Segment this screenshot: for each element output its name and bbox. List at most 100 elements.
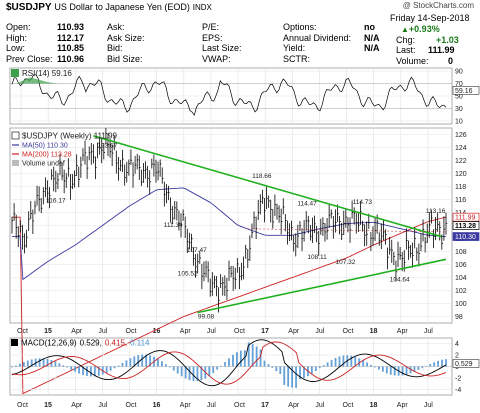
x-tick-label: 15: [44, 328, 52, 335]
rsi-overbought-fill: [16, 77, 58, 84]
macd-histogram-bar: [405, 366, 408, 375]
macd-histogram-bar: [354, 356, 357, 367]
quote-label: Bid Size:: [107, 53, 143, 64]
change-percent: ▲+0.93%: [401, 24, 440, 34]
price-annotation: 113.16: [426, 208, 446, 215]
macd-histogram-bar: [283, 366, 286, 385]
chart-header: $USDJPY US Dollar to Japanese Yen (EOD) …: [6, 2, 212, 13]
x-tick-label-bottom: Jul: [424, 402, 433, 409]
macd-histogram-bar: [15, 365, 17, 367]
x-tick-label: Jul: [315, 328, 324, 335]
macd-histogram-bar: [137, 355, 140, 367]
macd-histogram-bar: [26, 360, 29, 367]
price-annotation: 111.34: [164, 222, 183, 229]
x-tick-label: Apr: [180, 328, 192, 335]
macd-histogram-bar: [18, 363, 21, 367]
macd-histogram-bar: [42, 358, 45, 367]
macd-histogram-bar: [168, 366, 171, 368]
exchange: INDX: [192, 3, 212, 12]
macd-histogram-bar: [172, 366, 175, 371]
macd-legend-part: 0.529,: [80, 339, 102, 348]
x-tick-label-bottom: Apr: [397, 402, 409, 409]
quote-value: 112.17: [57, 32, 85, 43]
price-annotation: 116.17: [46, 197, 66, 204]
price-value-marker: [452, 221, 480, 230]
macd-histogram-bar: [62, 365, 65, 367]
volume-value: 0: [448, 56, 454, 66]
macd-histogram-bar: [429, 364, 432, 367]
reference-line: [247, 228, 447, 233]
quote-label: Last Size:: [202, 43, 242, 53]
macd-histogram-bar: [326, 362, 329, 367]
x-tick-label: 17: [261, 328, 269, 335]
macd-legend-swatch: [11, 339, 18, 346]
macd-histogram-bar: [334, 357, 337, 367]
x-tick-label-bottom: 17: [261, 402, 269, 409]
volume-legend-swatch: [12, 160, 19, 166]
macd-histogram-bar: [86, 366, 88, 376]
macd-histogram-bar: [314, 366, 317, 372]
macd-histogram-bar: [255, 346, 258, 367]
quote-label: EPS:: [202, 32, 223, 43]
macd-histogram-bar: [310, 366, 313, 374]
macd-histogram-bar: [299, 366, 301, 380]
macd-histogram-bar: [109, 366, 112, 371]
x-tick-label: 18: [370, 328, 378, 335]
x-tick-label: Oct: [17, 328, 28, 335]
quote-label: Ask Size:: [107, 32, 145, 43]
macd-histogram-bar: [164, 364, 167, 367]
macd-histogram-bar: [113, 366, 116, 369]
quote-label: Low:: [6, 43, 26, 53]
x-tick-label: Oct: [126, 328, 137, 335]
macd-histogram-bar: [188, 366, 191, 381]
macd-histogram-bar: [196, 366, 199, 382]
macd-histogram-bar: [46, 358, 49, 367]
macd-histogram-bar: [228, 358, 230, 367]
price-annotation: 123.67: [97, 143, 117, 150]
macd-histogram-bar: [149, 355, 151, 367]
macd-histogram-bar: [117, 365, 120, 367]
macd-histogram-bar: [184, 366, 187, 379]
macd-histogram-bar: [208, 366, 211, 377]
quote-value: N/A: [364, 32, 380, 43]
macd-histogram-bar: [232, 354, 234, 367]
x-tick-label-bottom: Oct: [234, 402, 245, 409]
macd-histogram-bar: [125, 360, 128, 367]
macd-histogram-bar: [58, 363, 61, 367]
price-tick-label: 120: [455, 171, 467, 178]
signal-line: [11, 341, 447, 385]
price-tick-label: 118: [455, 184, 466, 191]
price-value-label: 113.28: [455, 223, 476, 230]
symbol: $USDJPY: [6, 2, 52, 13]
macd-histogram-bar: [192, 366, 195, 381]
macd-legend: MACD(12,26,9) 0.529, 0.415, 0.114: [21, 339, 150, 348]
price-value-label: 111.99: [455, 215, 475, 222]
rsi-tick-label: 50: [455, 94, 463, 101]
x-tick-label: Apr: [71, 328, 83, 335]
macd-legend-part: 0.415,: [105, 339, 127, 348]
x-tick-label: Oct: [343, 328, 354, 335]
macd-histogram-bar: [322, 365, 325, 367]
macd-histogram-bar: [330, 359, 333, 367]
x-tick-label-bottom: Oct: [343, 402, 354, 409]
x-tick-label: Jul: [207, 328, 216, 335]
rsi-line: [11, 74, 447, 116]
macd-histogram-bar: [141, 354, 144, 367]
macd-histogram-bar: [251, 344, 254, 367]
price-tick-label: 106: [455, 262, 467, 269]
quote-label: High:: [6, 32, 28, 43]
macd-histogram-bar: [393, 366, 396, 376]
macd-histogram-bar: [212, 366, 215, 374]
macd-histogram-bar: [389, 366, 392, 375]
quote-label: P/E:: [202, 22, 220, 32]
macd-histogram-bar: [90, 366, 92, 377]
x-tick-label-bottom: Apr: [180, 402, 192, 409]
rsi-legend: RSI(14) 59.16: [22, 69, 72, 78]
macd-histogram-bar: [93, 366, 96, 377]
macd-histogram-bar: [220, 365, 223, 367]
price-annotation: 107.47: [187, 247, 207, 254]
x-tick-label: 16: [153, 328, 161, 335]
quote-label: Bid:: [107, 43, 123, 53]
